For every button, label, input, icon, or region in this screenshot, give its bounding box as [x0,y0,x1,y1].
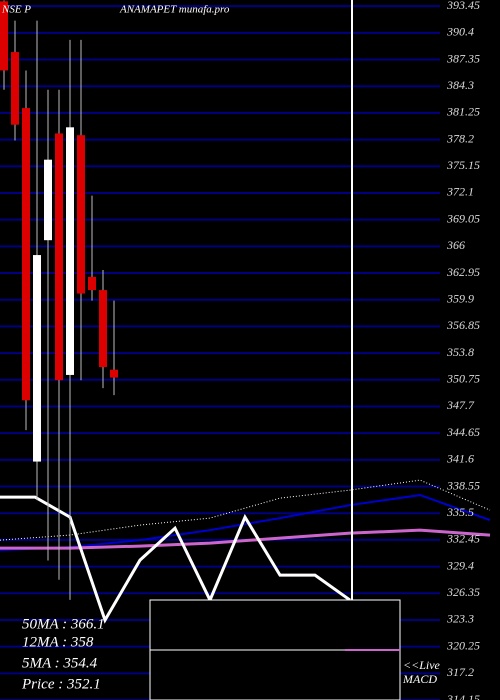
y-tick-label: 329.4 [446,558,474,572]
y-tick-label: 393.45 [446,0,480,12]
y-tick-label: 317.2 [446,665,474,679]
candle-body [11,52,19,125]
indicator-line [0,479,491,541]
candle-body [33,255,41,462]
y-tick-label: 381.25 [446,105,480,119]
y-tick-label: 344.65 [446,425,480,439]
y-tick-label: 326.35 [446,585,480,599]
y-tick-label: 366 [446,238,465,252]
y-tick-label: 314.15 [446,692,480,700]
y-tick-label: 359.9 [446,291,474,305]
stat: 50MA : 366.1 [22,616,105,632]
indicator-line [0,495,351,624]
y-tick-label: 320.25 [446,638,480,652]
y-tick-label: 369.05 [446,211,480,225]
y-tick-label: 323.3 [446,612,474,626]
source: NSE P [1,4,31,16]
macd-label: <<Live [403,658,441,672]
candle-body [55,133,63,381]
y-tick-label: 390.4 [446,25,474,39]
y-tick-label: 335.5 [446,505,474,519]
y-tick-label: 356.85 [446,318,480,332]
macd-label: MACD [402,672,437,686]
stat: 12MA : 358 [22,634,94,650]
y-tick-label: 372.1 [446,185,474,199]
stat: 5MA : 354.4 [22,655,98,671]
chart-title: ANAMAPET munafa.pro [119,4,230,16]
candle-body [44,159,52,241]
candle-body [66,127,74,375]
candle-body [110,369,118,378]
candle-body [0,1,8,71]
y-tick-label: 347.7 [446,398,475,412]
y-tick-label: 341.6 [446,452,474,466]
y-tick-label: 362.95 [446,265,480,279]
y-tick-label: 350.75 [446,372,480,386]
indicator-line [0,494,491,552]
candle-body [22,108,30,401]
candle-body [88,276,96,291]
y-tick-label: 387.35 [446,51,480,65]
y-tick-label: 332.45 [446,532,480,546]
y-tick-label: 375.15 [446,158,480,172]
y-tick-label: 353.8 [446,345,474,359]
candle-body [99,290,107,368]
candle-body [77,135,85,294]
y-tick-label: 378.2 [446,131,474,145]
y-tick-label: 338.55 [446,478,480,492]
y-tick-label: 384.3 [446,78,474,92]
plot [0,0,491,624]
stat: Price : 352.1 [21,676,101,692]
